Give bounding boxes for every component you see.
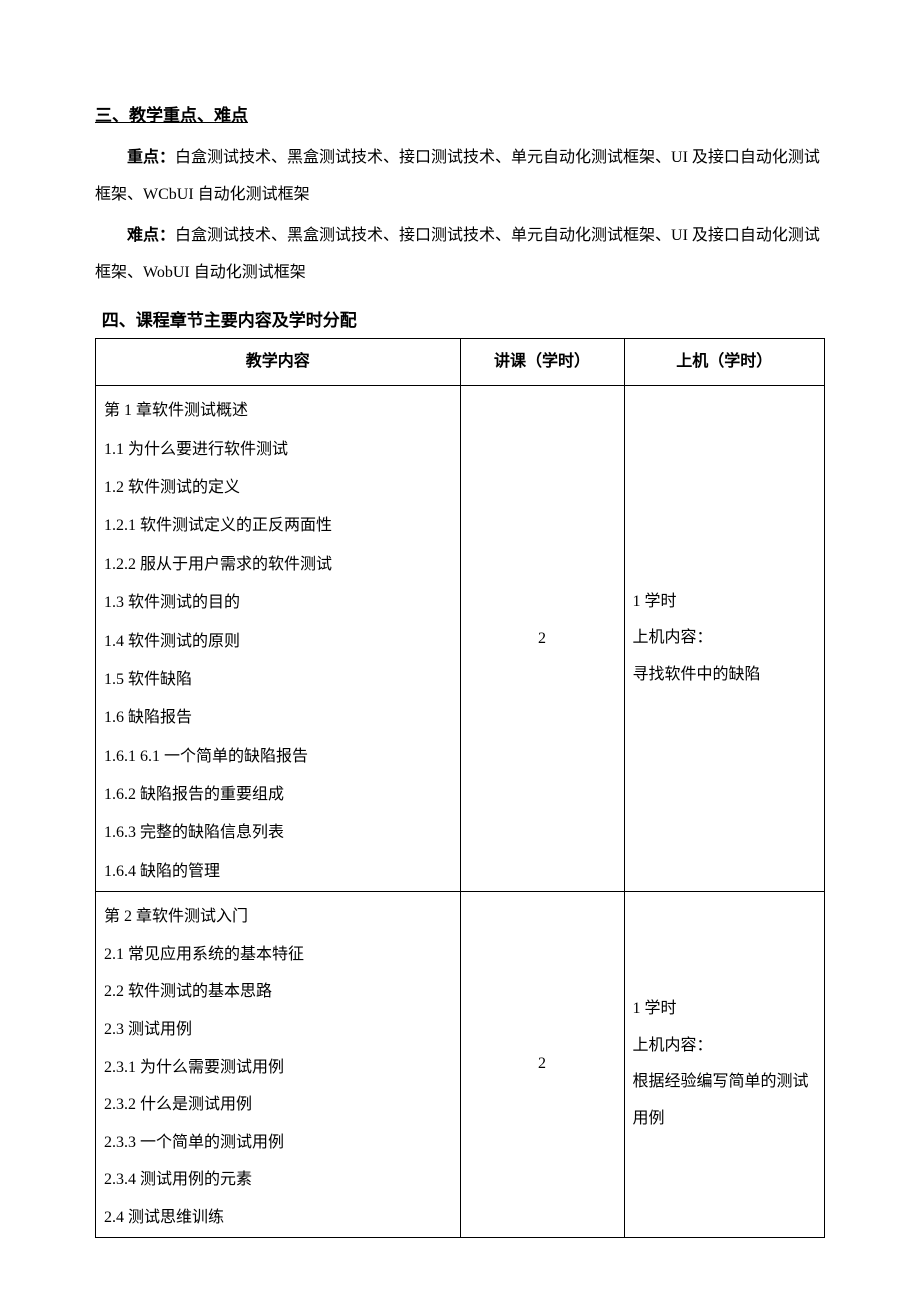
difficulty-label: 难点： [127,227,175,244]
difficulty-text: 白盒测试技术、黑盒测试技术、接口测试技术、单元自动化测试框架、UI 及接口自动化… [95,227,820,281]
table-row: 第 1 章软件测试概述 1.1 为什么要进行软件测试 1.2 软件测试的定义 1… [96,386,825,892]
content-line: 1.1 为什么要进行软件测试 [104,431,452,469]
difficulty-paragraph: 难点：白盒测试技术、黑盒测试技术、接口测试技术、单元自动化测试框架、UI 及接口… [95,218,825,292]
content-line: 2.3.2 什么是测试用例 [104,1086,452,1124]
content-line: 2.2 软件测试的基本思路 [104,973,452,1011]
lab-line: 1 学时 [633,584,816,621]
lab-cell-ch1: 1 学时 上机内容： 寻找软件中的缺陷 [624,386,824,892]
table-row: 第 2 章软件测试入门 2.1 常见应用系统的基本特征 2.2 软件测试的基本思… [96,892,825,1237]
content-line: 1.6.3 完整的缺陷信息列表 [104,814,452,852]
lecture-hours-ch2: 2 [460,892,624,1237]
content-line: 1.2 软件测试的定义 [104,469,452,507]
content-line: 1.5 软件缺陷 [104,661,452,699]
content-line: 2.3 测试用例 [104,1011,452,1049]
content-line: 1.4 软件测试的原则 [104,623,452,661]
content-line: 1.6.4 缺陷的管理 [104,853,452,891]
lab-line: 根据经验编写简单的测试用例 [633,1064,816,1138]
content-line: 1.2.2 服从于用户需求的软件测试 [104,546,452,584]
content-line: 第 2 章软件测试入门 [104,898,452,936]
col-header-content: 教学内容 [96,338,461,385]
content-line: 2.3.4 测试用例的元素 [104,1161,452,1199]
section3-title: 三、教学重点、难点 [95,100,825,132]
col-header-lab: 上机（学时） [624,338,824,385]
content-line: 2.1 常见应用系统的基本特征 [104,936,452,974]
focus-label: 重点： [127,149,175,166]
content-line: 1.6 缺陷报告 [104,699,452,737]
lab-line: 上机内容： [633,1028,816,1065]
lecture-hours-ch1: 2 [460,386,624,892]
content-line: 1.2.1 软件测试定义的正反两面性 [104,507,452,545]
content-line: 2.4 测试思维训练 [104,1199,452,1237]
content-line: 2.3.1 为什么需要测试用例 [104,1049,452,1087]
lab-line: 寻找软件中的缺陷 [633,657,816,694]
section4-title: 四、课程章节主要内容及学时分配 [95,305,825,337]
content-line: 第 1 章软件测试概述 [104,392,452,430]
lab-line: 1 学时 [633,991,816,1028]
col-header-lecture: 讲课（学时） [460,338,624,385]
content-cell-ch1: 第 1 章软件测试概述 1.1 为什么要进行软件测试 1.2 软件测试的定义 1… [96,386,461,892]
content-line: 1.3 软件测试的目的 [104,584,452,622]
content-line: 2.3.3 一个简单的测试用例 [104,1124,452,1162]
content-cell-ch2: 第 2 章软件测试入门 2.1 常见应用系统的基本特征 2.2 软件测试的基本思… [96,892,461,1237]
focus-text: 白盒测试技术、黑盒测试技术、接口测试技术、单元自动化测试框架、UI 及接口自动化… [95,149,820,203]
focus-paragraph: 重点：白盒测试技术、黑盒测试技术、接口测试技术、单元自动化测试框架、UI 及接口… [95,140,825,214]
table-header-row: 教学内容 讲课（学时） 上机（学时） [96,338,825,385]
lab-line: 上机内容： [633,620,816,657]
course-hours-table: 教学内容 讲课（学时） 上机（学时） 第 1 章软件测试概述 1.1 为什么要进… [95,338,825,1238]
content-line: 1.6.1 6.1 一个简单的缺陷报告 [104,738,452,776]
lab-cell-ch2: 1 学时 上机内容： 根据经验编写简单的测试用例 [624,892,824,1237]
content-line: 1.6.2 缺陷报告的重要组成 [104,776,452,814]
